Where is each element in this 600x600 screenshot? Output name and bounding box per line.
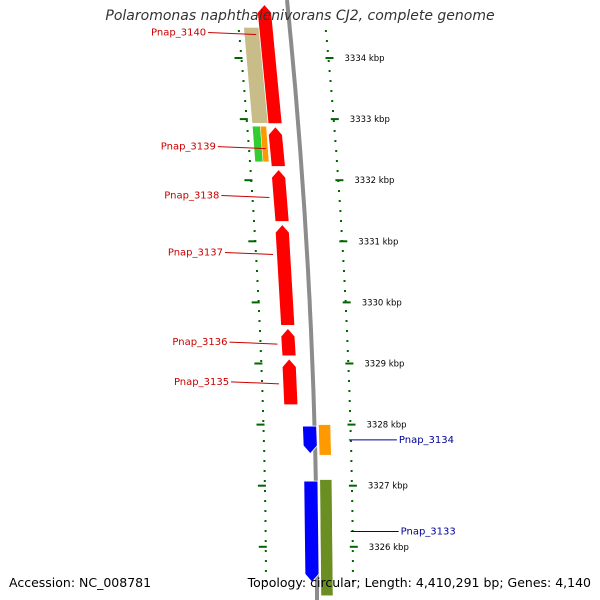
tick-label: 3332 kbp: [354, 176, 394, 186]
tick-label: 3326 kbp: [369, 543, 409, 553]
gene-label-pnap_3133[interactable]: Pnap_3133: [401, 527, 456, 538]
gene-arrow[interactable]: [281, 358, 299, 406]
scale-ticks: 3334 kbp 3333 kbp 3332 kbp 3331 kbp 3330 kbp…: [234, 54, 409, 553]
tick-label: 3328 kbp: [367, 421, 407, 431]
tick-label: 3329 kbp: [364, 360, 404, 370]
gene-label-pnap_3136[interactable]: Pnap_3136: [172, 337, 227, 348]
tick-label: 3334 kbp: [345, 54, 385, 64]
accession-text: Accession: NC_008781: [9, 575, 152, 590]
gene-label-pnap_3137[interactable]: Pnap_3137: [168, 247, 223, 258]
gene-features: [257, 3, 320, 583]
cog-bar-olive: [319, 479, 334, 596]
gene-label-pnap_3134[interactable]: Pnap_3134: [399, 435, 454, 446]
gene-labels[interactable]: Pnap_3140 Pnap_3139 Pnap_3138 Pnap_3137 Pnap…: [151, 28, 456, 538]
cog-bar-orange: [260, 125, 270, 163]
tick-label: 3327 kbp: [368, 482, 408, 492]
tick-label: 3330 kbp: [362, 298, 402, 308]
gene-label-pnap_3138[interactable]: Pnap_3138: [164, 190, 219, 201]
gene-arrow[interactable]: [303, 480, 320, 583]
tick-label: 3331 kbp: [358, 237, 398, 247]
gene-arrow[interactable]: [271, 168, 290, 222]
map-title: Polaromonas naphthalenivorans CJ2, compl…: [105, 8, 495, 24]
gene-label-pnap_3139[interactable]: Pnap_3139: [161, 142, 216, 153]
tick-label: 3333 kbp: [350, 115, 390, 125]
gene-arrow[interactable]: [267, 126, 286, 167]
genome-summary: Topology: circular; Length: 4,410,291 bp…: [247, 575, 591, 590]
gene-arrow[interactable]: [280, 327, 297, 357]
gene-arrow[interactable]: [257, 3, 283, 125]
dotted-guides: [237, 30, 354, 582]
gene-arrow[interactable]: [302, 425, 318, 455]
gene-label-pnap_3140[interactable]: Pnap_3140: [151, 28, 206, 39]
gene-label-pnap_3135[interactable]: Pnap_3135: [174, 377, 229, 388]
cog-bar-orange: [318, 424, 332, 456]
gene-arrow[interactable]: [274, 223, 296, 326]
